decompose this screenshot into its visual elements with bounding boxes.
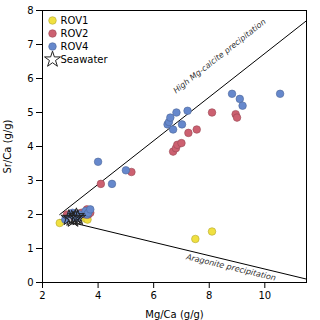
svg-text:8: 8 bbox=[27, 5, 33, 16]
svg-text:4: 4 bbox=[95, 290, 101, 301]
svg-text:6: 6 bbox=[150, 290, 156, 301]
svg-text:ROV4: ROV4 bbox=[61, 41, 89, 52]
svg-text:2: 2 bbox=[39, 290, 45, 301]
svg-text:2: 2 bbox=[27, 209, 33, 220]
svg-text:10: 10 bbox=[258, 290, 271, 301]
svg-text:8: 8 bbox=[206, 290, 212, 301]
svg-text:Sr/Ca (g/g): Sr/Ca (g/g) bbox=[2, 119, 13, 173]
svg-text:5: 5 bbox=[27, 107, 33, 118]
svg-text:4: 4 bbox=[27, 141, 33, 152]
svg-text:Aragonite precipitation: Aragonite precipitation bbox=[184, 252, 277, 283]
svg-text:1: 1 bbox=[27, 243, 33, 254]
svg-text:High Mg-calcite precipitation: High Mg-calcite precipitation bbox=[172, 17, 268, 95]
svg-text:0: 0 bbox=[27, 277, 33, 288]
svg-text:ROV1: ROV1 bbox=[61, 15, 89, 26]
svg-text:6: 6 bbox=[27, 73, 33, 84]
svg-text:Mg/Ca (g/g): Mg/Ca (g/g) bbox=[145, 309, 204, 320]
svg-text:7: 7 bbox=[27, 39, 33, 50]
svg-text:ROV2: ROV2 bbox=[61, 28, 89, 39]
svg-text:Seawater: Seawater bbox=[61, 54, 109, 65]
svg-text:3: 3 bbox=[27, 175, 33, 186]
